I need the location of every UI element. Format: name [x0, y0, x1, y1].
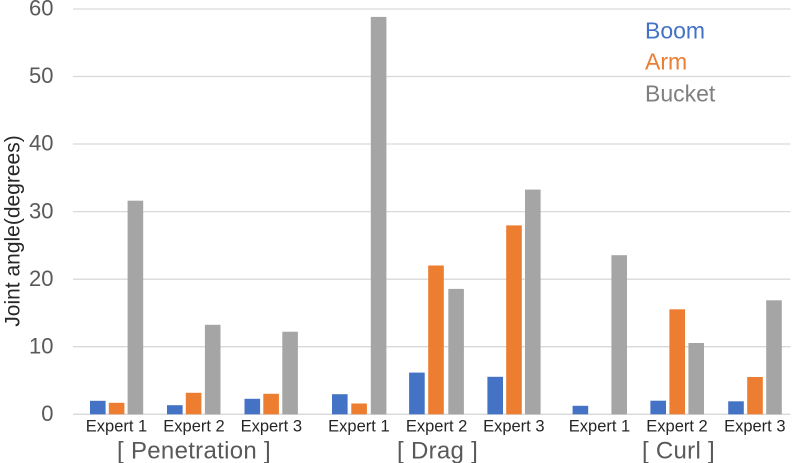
svg-text:10: 10 — [29, 333, 53, 358]
svg-text:Expert 1: Expert 1 — [328, 418, 389, 436]
svg-text:60: 60 — [29, 0, 53, 21]
svg-text:Expert 2: Expert 2 — [163, 418, 224, 436]
svg-text:[ Drag ]: [ Drag ] — [397, 438, 478, 463]
svg-text:Bucket: Bucket — [645, 81, 716, 107]
svg-text:Joint angle(degrees): Joint angle(degrees) — [1, 135, 24, 326]
svg-text:30: 30 — [29, 198, 53, 223]
svg-text:40: 40 — [29, 131, 53, 156]
svg-text:Expert 1: Expert 1 — [569, 418, 630, 436]
svg-text:Arm: Arm — [645, 49, 687, 75]
svg-text:0: 0 — [41, 401, 53, 426]
svg-text:50: 50 — [29, 63, 53, 88]
svg-text:Expert 2: Expert 2 — [406, 418, 467, 436]
svg-text:Expert 3: Expert 3 — [241, 418, 302, 436]
svg-text:[ Curl ]: [ Curl ] — [642, 438, 715, 463]
svg-text:Boom: Boom — [645, 18, 705, 44]
svg-text:Expert 3: Expert 3 — [483, 418, 544, 436]
svg-text:[ Penetration ]: [ Penetration ] — [117, 438, 271, 463]
svg-text:Expert 3: Expert 3 — [724, 418, 785, 436]
svg-text:20: 20 — [29, 266, 53, 291]
svg-text:Expert 1: Expert 1 — [86, 418, 147, 436]
svg-text:Expert 2: Expert 2 — [646, 418, 707, 436]
